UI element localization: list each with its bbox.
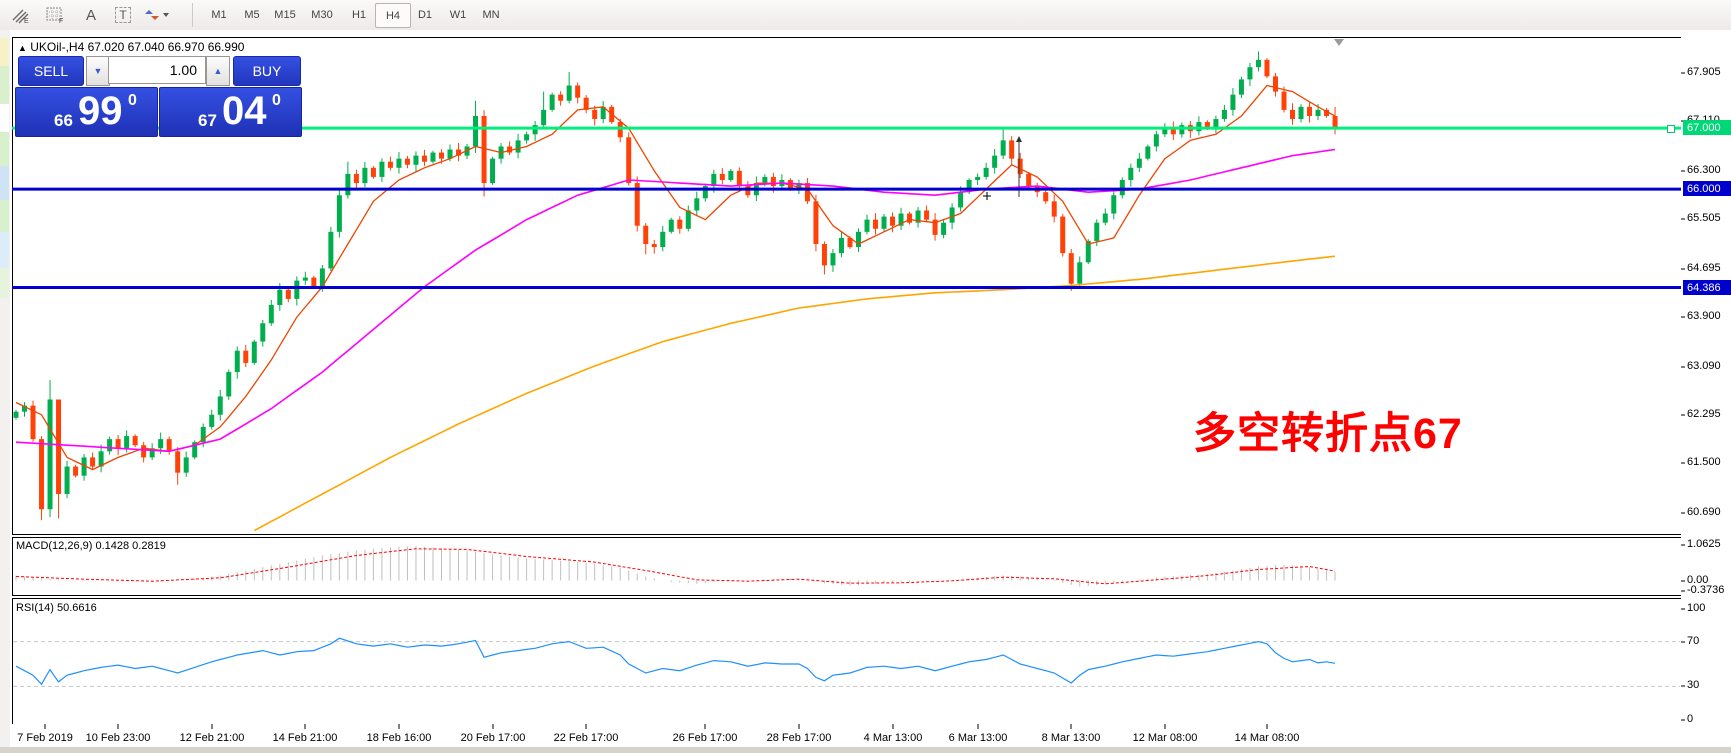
axis-label: 70 (1687, 635, 1700, 647)
time-axis-label: 12 Feb 21:00 (179, 732, 245, 744)
time-axis-label: 22 Feb 17:00 (553, 732, 619, 744)
time-axis-label: 6 Mar 13:00 (948, 732, 1008, 744)
axis-label: 0 (1687, 713, 1694, 725)
macd-label: MACD(12,26,9) 0.1428 0.2819 (16, 540, 166, 552)
time-axis-label: 14 Mar 08:00 (1234, 732, 1300, 744)
axis-label: 67.000 (1683, 120, 1731, 135)
timeframe-button-w1[interactable]: W1 (449, 8, 467, 21)
timeframe-button-h4[interactable]: H4 (375, 3, 411, 28)
axis-label: 64.386 (1683, 280, 1731, 295)
sell-price-sup: 0 (128, 92, 137, 109)
sell-button[interactable]: SELL (18, 56, 84, 86)
buy-button[interactable]: BUY (233, 56, 301, 86)
chart-shift-marker[interactable] (1334, 39, 1344, 46)
axis-label: 66.300 (1687, 164, 1721, 176)
timeframe-button-m1[interactable]: M1 (211, 8, 227, 21)
axis-label: 66.000 (1683, 181, 1731, 196)
axis-label: 30 (1687, 679, 1700, 691)
buy-price-prefix: 67 (198, 111, 217, 130)
toolbar: E F A T M1 M5 M15 M30 H1 H4 D1 W1 MN (0, 0, 1731, 31)
text-box-icon[interactable]: T (110, 4, 136, 26)
timeframe-button-m30[interactable]: M30 (311, 8, 333, 21)
timeframe-button-d1[interactable]: D1 (417, 8, 433, 21)
collapse-icon[interactable]: ▲ (18, 43, 27, 53)
axis-label: 65.505 (1687, 212, 1721, 224)
buy-price-tile[interactable]: 67 04 0 (159, 87, 302, 137)
time-axis-label: 10 Feb 23:00 (85, 732, 151, 744)
axis-label: 0.00 (1687, 574, 1709, 586)
hline-handle[interactable] (1667, 125, 1675, 133)
buy-price-sup: 0 (272, 92, 281, 109)
timeframe-button-mn[interactable]: MN (482, 8, 500, 21)
axis-label: 61.500 (1687, 456, 1721, 468)
axis-label: 64.695 (1687, 262, 1721, 274)
time-axis[interactable] (12, 724, 1681, 747)
axis-label: 63.090 (1687, 360, 1721, 372)
axis-label: 63.900 (1687, 310, 1721, 322)
time-axis-label: 14 Feb 21:00 (272, 732, 338, 744)
price-axis[interactable] (1681, 37, 1731, 747)
time-axis-label: 28 Feb 17:00 (766, 732, 832, 744)
axis-label: 60.690 (1687, 506, 1721, 518)
axis-label: -0.3736 (1687, 584, 1725, 596)
time-axis-label: 7 Feb 2019 (17, 732, 73, 744)
sell-price-prefix: 66 (54, 111, 73, 130)
axis-label: 62.295 (1687, 408, 1721, 420)
time-axis-label: 20 Feb 17:00 (460, 732, 526, 744)
chart-title: ▲ UKOil-,H4 67.020 67.040 66.970 66.990 (18, 40, 244, 54)
time-axis-label: 12 Mar 08:00 (1132, 732, 1198, 744)
time-axis-label: 18 Feb 16:00 (366, 732, 432, 744)
svg-text:F: F (59, 18, 63, 24)
macd-panel[interactable] (12, 537, 1683, 596)
time-axis-label: 8 Mar 13:00 (1041, 732, 1101, 744)
axis-label: 67.905 (1687, 66, 1721, 78)
sell-price-tile[interactable]: 66 99 0 (15, 87, 158, 137)
timeframe-button-h1[interactable]: H1 (351, 8, 367, 21)
timeframe-button-m15[interactable]: M15 (274, 8, 296, 21)
rsi-label: RSI(14) 50.6616 (16, 602, 97, 614)
volume-decrease-button[interactable]: ▼ (86, 56, 110, 86)
timeframe-button-m5[interactable]: M5 (244, 8, 260, 21)
window-bottom-edge (0, 747, 1731, 753)
svg-text:E: E (24, 18, 29, 24)
trendlines-icon[interactable]: E (8, 4, 34, 26)
axis-label: 1.0625 (1687, 538, 1721, 550)
grid-icon[interactable]: F (42, 4, 68, 26)
ohlc-values: 67.020 67.040 66.970 66.990 (87, 40, 245, 54)
time-axis-label: 26 Feb 17:00 (672, 732, 738, 744)
arrows-icon[interactable] (144, 4, 170, 26)
axis-label: 100 (1687, 602, 1706, 614)
volume-input[interactable]: 1.00 (108, 56, 206, 84)
buy-price-big: 04 (222, 89, 267, 133)
time-axis-label: 4 Mar 13:00 (863, 732, 923, 744)
sell-price-big: 99 (78, 89, 123, 133)
volume-increase-button[interactable]: ▲ (206, 56, 230, 86)
chart-annotation-text[interactable]: 多空转折点67 (1193, 410, 1463, 458)
text-label-icon[interactable]: A (85, 6, 96, 24)
rsi-panel[interactable] (12, 598, 1683, 726)
symbol-name: UKOil-,H4 (30, 40, 85, 54)
toolbar-separator (192, 3, 193, 27)
